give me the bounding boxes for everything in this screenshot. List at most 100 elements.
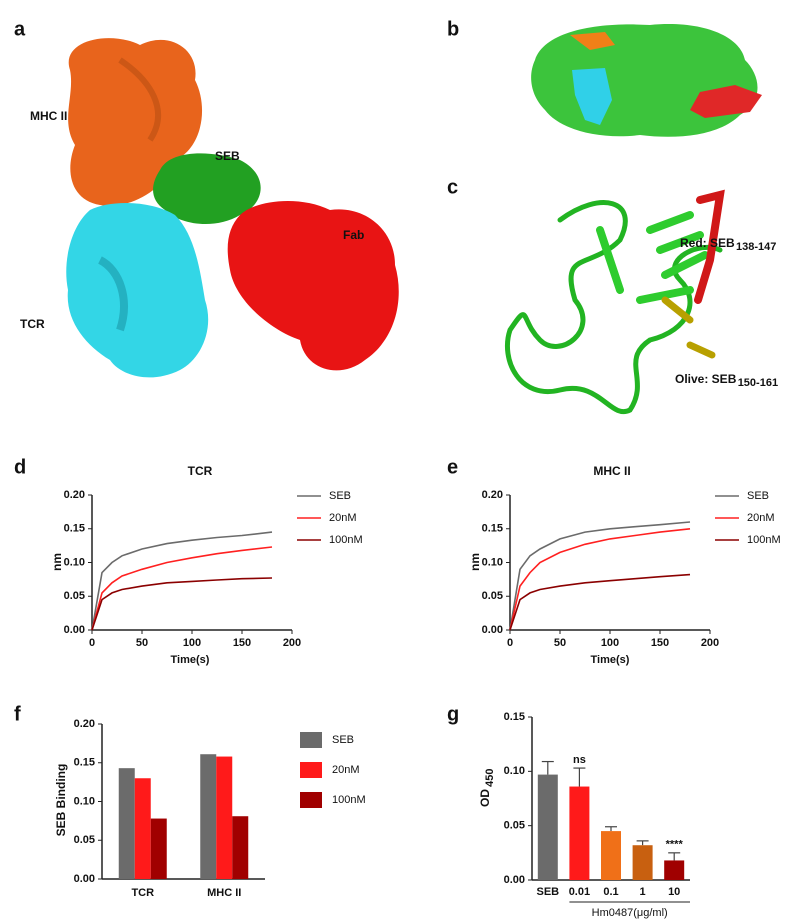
group-label: Hm0487(μg/ml) bbox=[592, 907, 668, 919]
structure-b bbox=[531, 24, 762, 137]
y-tick-label: 0.05 bbox=[504, 820, 525, 832]
panel-letter: d bbox=[14, 456, 26, 478]
bar bbox=[216, 756, 233, 879]
ribbon bbox=[596, 211, 709, 304]
structure-label: Fab bbox=[343, 228, 364, 242]
panel-letter: f bbox=[14, 703, 21, 725]
panel-letter: a bbox=[14, 18, 26, 40]
x-tick-label: TCR bbox=[131, 887, 154, 899]
panel-letter: c bbox=[447, 176, 458, 198]
structure-label-sub: 138-147 bbox=[736, 241, 776, 253]
y-tick-label: 0.05 bbox=[64, 590, 85, 602]
x-tick-label: MHC II bbox=[207, 887, 241, 899]
x-tick-label: 1 bbox=[640, 886, 646, 898]
y-axis-label: nm bbox=[50, 553, 64, 571]
x-tick-label: 0 bbox=[507, 637, 513, 649]
chart-title: TCR bbox=[188, 464, 213, 478]
y-tick-label: 0.10 bbox=[482, 556, 503, 568]
significance-label: ns bbox=[573, 754, 586, 766]
y-tick-label: 0.20 bbox=[64, 489, 85, 501]
shade bbox=[118, 57, 162, 142]
structure-label-sub: 150-161 bbox=[738, 377, 778, 389]
legend-label: 100nM bbox=[332, 794, 366, 806]
ribbon-red bbox=[694, 189, 725, 304]
panel-letter: g bbox=[447, 703, 459, 725]
bar bbox=[200, 754, 217, 879]
tcr-surface bbox=[66, 203, 209, 378]
seb-surface bbox=[153, 153, 261, 225]
y-axis-label: SEB Binding bbox=[54, 764, 68, 837]
legend-label: 20nM bbox=[329, 512, 357, 524]
y-axis-label-sub: 450 bbox=[484, 768, 496, 786]
x-tick-label: SEB bbox=[536, 886, 559, 898]
legend-label: SEB bbox=[332, 734, 354, 746]
ribbon-olive bbox=[661, 296, 716, 359]
y-axis-label: nm bbox=[468, 553, 482, 571]
ribbon bbox=[504, 200, 723, 415]
y-tick-label: 0.00 bbox=[64, 624, 85, 636]
structure-c bbox=[504, 189, 725, 415]
y-tick-label: 0.10 bbox=[64, 556, 85, 568]
significance-label: **** bbox=[666, 839, 684, 851]
y-tick-label: 0.15 bbox=[64, 523, 85, 535]
data-line bbox=[91, 546, 273, 631]
structure-label: TCR bbox=[20, 317, 45, 331]
y-tick-label: 0.00 bbox=[74, 873, 95, 885]
legend-swatch bbox=[300, 732, 322, 748]
legend-label: 20nM bbox=[332, 764, 360, 776]
chart-title: MHC II bbox=[593, 464, 630, 478]
x-tick-label: 10 bbox=[668, 886, 680, 898]
y-axis-label: OD bbox=[478, 789, 492, 807]
y-tick-label: 0.05 bbox=[482, 590, 503, 602]
y-tick-label: 0.05 bbox=[74, 834, 95, 846]
structure-label: Olive: SEB bbox=[675, 372, 737, 386]
data-line bbox=[509, 528, 691, 631]
y-tick-label: 0.20 bbox=[74, 718, 95, 730]
data-line bbox=[509, 573, 691, 631]
x-axis-label: Time(s) bbox=[171, 654, 210, 666]
y-tick-label: 0.00 bbox=[504, 874, 525, 886]
data-line bbox=[91, 531, 273, 631]
bar bbox=[601, 831, 621, 880]
x-tick-label: 150 bbox=[651, 637, 669, 649]
x-tick-label: 100 bbox=[601, 637, 619, 649]
x-tick-label: 0.1 bbox=[603, 886, 618, 898]
y-tick-label: 0.10 bbox=[504, 765, 525, 777]
y-tick-label: 0.10 bbox=[74, 795, 95, 807]
bar bbox=[118, 768, 135, 879]
bar bbox=[664, 860, 685, 880]
structure-label: MHC II bbox=[30, 109, 67, 123]
y-tick-label: 0.00 bbox=[482, 624, 503, 636]
panel-letter: e bbox=[447, 456, 458, 478]
bar bbox=[134, 778, 151, 879]
bar bbox=[632, 845, 653, 880]
seb-surface bbox=[531, 24, 758, 137]
data-line bbox=[91, 577, 273, 631]
bar bbox=[537, 774, 558, 880]
x-tick-label: 50 bbox=[554, 637, 566, 649]
x-tick-label: 100 bbox=[183, 637, 201, 649]
x-tick-label: 200 bbox=[701, 637, 719, 649]
structure-a bbox=[66, 38, 399, 378]
y-tick-label: 0.15 bbox=[482, 523, 503, 535]
x-tick-label: 200 bbox=[283, 637, 301, 649]
legend-label: 100nM bbox=[747, 534, 781, 546]
bar bbox=[569, 786, 590, 880]
legend-swatch bbox=[300, 762, 322, 778]
x-tick-label: 150 bbox=[233, 637, 251, 649]
structure-label: Red: SEB bbox=[680, 236, 735, 250]
bar bbox=[232, 816, 249, 879]
legend-swatch bbox=[300, 792, 322, 808]
legend-label: SEB bbox=[747, 490, 769, 502]
patch-orange bbox=[570, 32, 615, 50]
fab-surface bbox=[227, 200, 399, 371]
x-tick-label: 0 bbox=[89, 637, 95, 649]
y-tick-label: 0.15 bbox=[504, 711, 525, 723]
shade bbox=[97, 256, 128, 332]
x-tick-label: 50 bbox=[136, 637, 148, 649]
panel-letter: b bbox=[447, 18, 459, 40]
y-tick-label: 0.20 bbox=[482, 489, 503, 501]
y-tick-label: 0.15 bbox=[74, 757, 95, 769]
